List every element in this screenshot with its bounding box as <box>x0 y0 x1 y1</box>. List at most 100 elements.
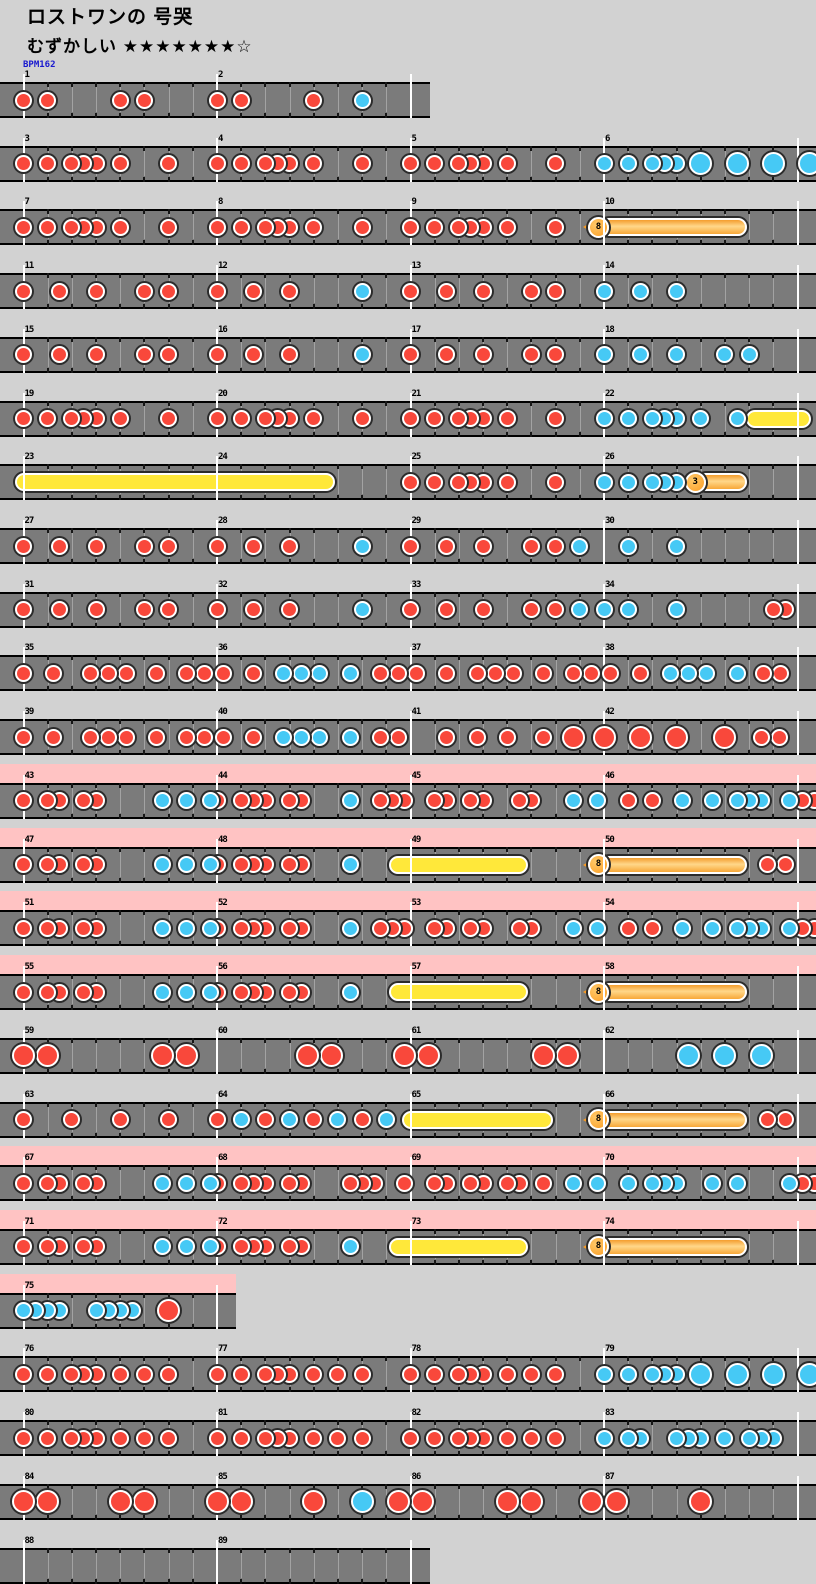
don-note <box>232 919 250 937</box>
don-note <box>135 537 153 555</box>
don-note <box>305 1365 323 1383</box>
eighth-grid-line <box>71 1039 73 1068</box>
grid-notch <box>627 1037 630 1043</box>
grid-notch <box>264 1451 267 1457</box>
eighth-grid-line <box>96 1039 98 1068</box>
measure-number: 36 <box>218 643 228 654</box>
don-note <box>135 346 153 364</box>
grid-notch <box>506 145 509 151</box>
don-note <box>15 218 32 236</box>
don-note <box>643 792 661 810</box>
grid-notch <box>578 464 581 470</box>
grid-notch <box>143 240 146 246</box>
grid-notch <box>95 1037 98 1043</box>
grid-notch <box>95 686 98 692</box>
measure-line <box>796 392 799 437</box>
grid-notch <box>167 750 170 756</box>
grid-notch <box>482 559 485 565</box>
big-ka-note <box>749 1044 773 1068</box>
don-note <box>135 91 153 109</box>
grid-notch <box>651 974 654 980</box>
grid-notch <box>772 1005 775 1011</box>
grid-notch <box>457 464 460 470</box>
grid-notch <box>748 367 751 373</box>
eighth-grid-line <box>507 530 509 559</box>
grid-notch <box>433 1196 436 1202</box>
grid-notch <box>336 209 339 215</box>
grid-notch <box>70 1420 73 1426</box>
don-note <box>15 91 32 109</box>
gogo-time-band <box>0 1209 816 1229</box>
ka-note <box>154 983 172 1001</box>
ka-note <box>353 601 371 619</box>
measure-number: 63 <box>24 1089 35 1100</box>
eighth-grid-line <box>144 147 146 176</box>
eighth-grid-line <box>120 530 122 559</box>
measure-number: 62 <box>605 1025 615 1036</box>
grid-notch <box>143 464 146 470</box>
big-don-note <box>386 1490 410 1514</box>
grid-notch <box>723 1101 726 1107</box>
don-note <box>15 664 32 682</box>
grid-notch <box>312 1132 315 1138</box>
grid-notch <box>46 1132 49 1138</box>
grid-notch <box>361 1101 364 1107</box>
eighth-grid-line <box>313 338 315 367</box>
don-note <box>619 919 637 937</box>
grid-notch <box>119 1547 122 1553</box>
measure-line <box>796 520 799 565</box>
grid-notch <box>264 304 267 310</box>
grid-notch <box>361 273 364 279</box>
grid-notch <box>482 1483 485 1489</box>
grid-notch <box>578 591 581 597</box>
don-note <box>776 856 794 874</box>
grid-notch <box>361 1387 364 1393</box>
grid-notch <box>385 655 388 661</box>
ka-note <box>668 537 686 555</box>
grid-notch <box>46 1196 49 1202</box>
grid-notch <box>675 1068 678 1074</box>
don-note <box>498 1429 516 1447</box>
grid-notch <box>46 1005 49 1011</box>
grid-notch <box>95 176 98 182</box>
grid-notch <box>748 591 751 597</box>
big-don-note <box>12 1044 35 1068</box>
chart-row: 43 44 45 46 <box>0 763 816 819</box>
grid-notch <box>723 336 726 342</box>
grid-notch <box>336 431 339 437</box>
big-don-note <box>665 725 689 749</box>
ka-note <box>293 728 311 746</box>
grid-notch <box>167 1037 170 1043</box>
don-note <box>281 983 299 1001</box>
grid-notch <box>651 495 654 501</box>
balloon-bar <box>600 983 748 1002</box>
grid-notch <box>95 82 98 87</box>
grid-notch <box>191 877 194 883</box>
don-note <box>353 410 371 428</box>
grid-notch <box>530 495 533 501</box>
don-note <box>244 282 262 300</box>
measure-number: 28 <box>218 516 228 527</box>
grid-notch <box>530 176 533 182</box>
grid-notch <box>385 686 388 692</box>
chart-row: 59 60 61 62 <box>0 1018 816 1074</box>
measure-number: 73 <box>411 1216 422 1227</box>
don-note <box>256 155 274 173</box>
grid-notch <box>554 719 557 725</box>
grid-notch <box>70 941 73 947</box>
grid-notch <box>433 367 436 373</box>
eighth-grid-line <box>144 1039 146 1068</box>
don-note <box>474 282 492 300</box>
ka-note <box>281 1111 299 1129</box>
grid-notch <box>95 750 98 756</box>
don-note <box>305 1429 323 1447</box>
measure-line <box>603 1093 605 1138</box>
grid-notch <box>482 209 485 215</box>
measure-number: 12 <box>218 261 228 272</box>
grid-notch <box>312 559 315 565</box>
grid-notch <box>554 367 557 373</box>
measure-number: 85 <box>218 1471 228 1482</box>
gogo-time-band <box>0 1273 236 1293</box>
eighth-grid-line <box>386 593 388 622</box>
grid-notch <box>240 1132 243 1138</box>
